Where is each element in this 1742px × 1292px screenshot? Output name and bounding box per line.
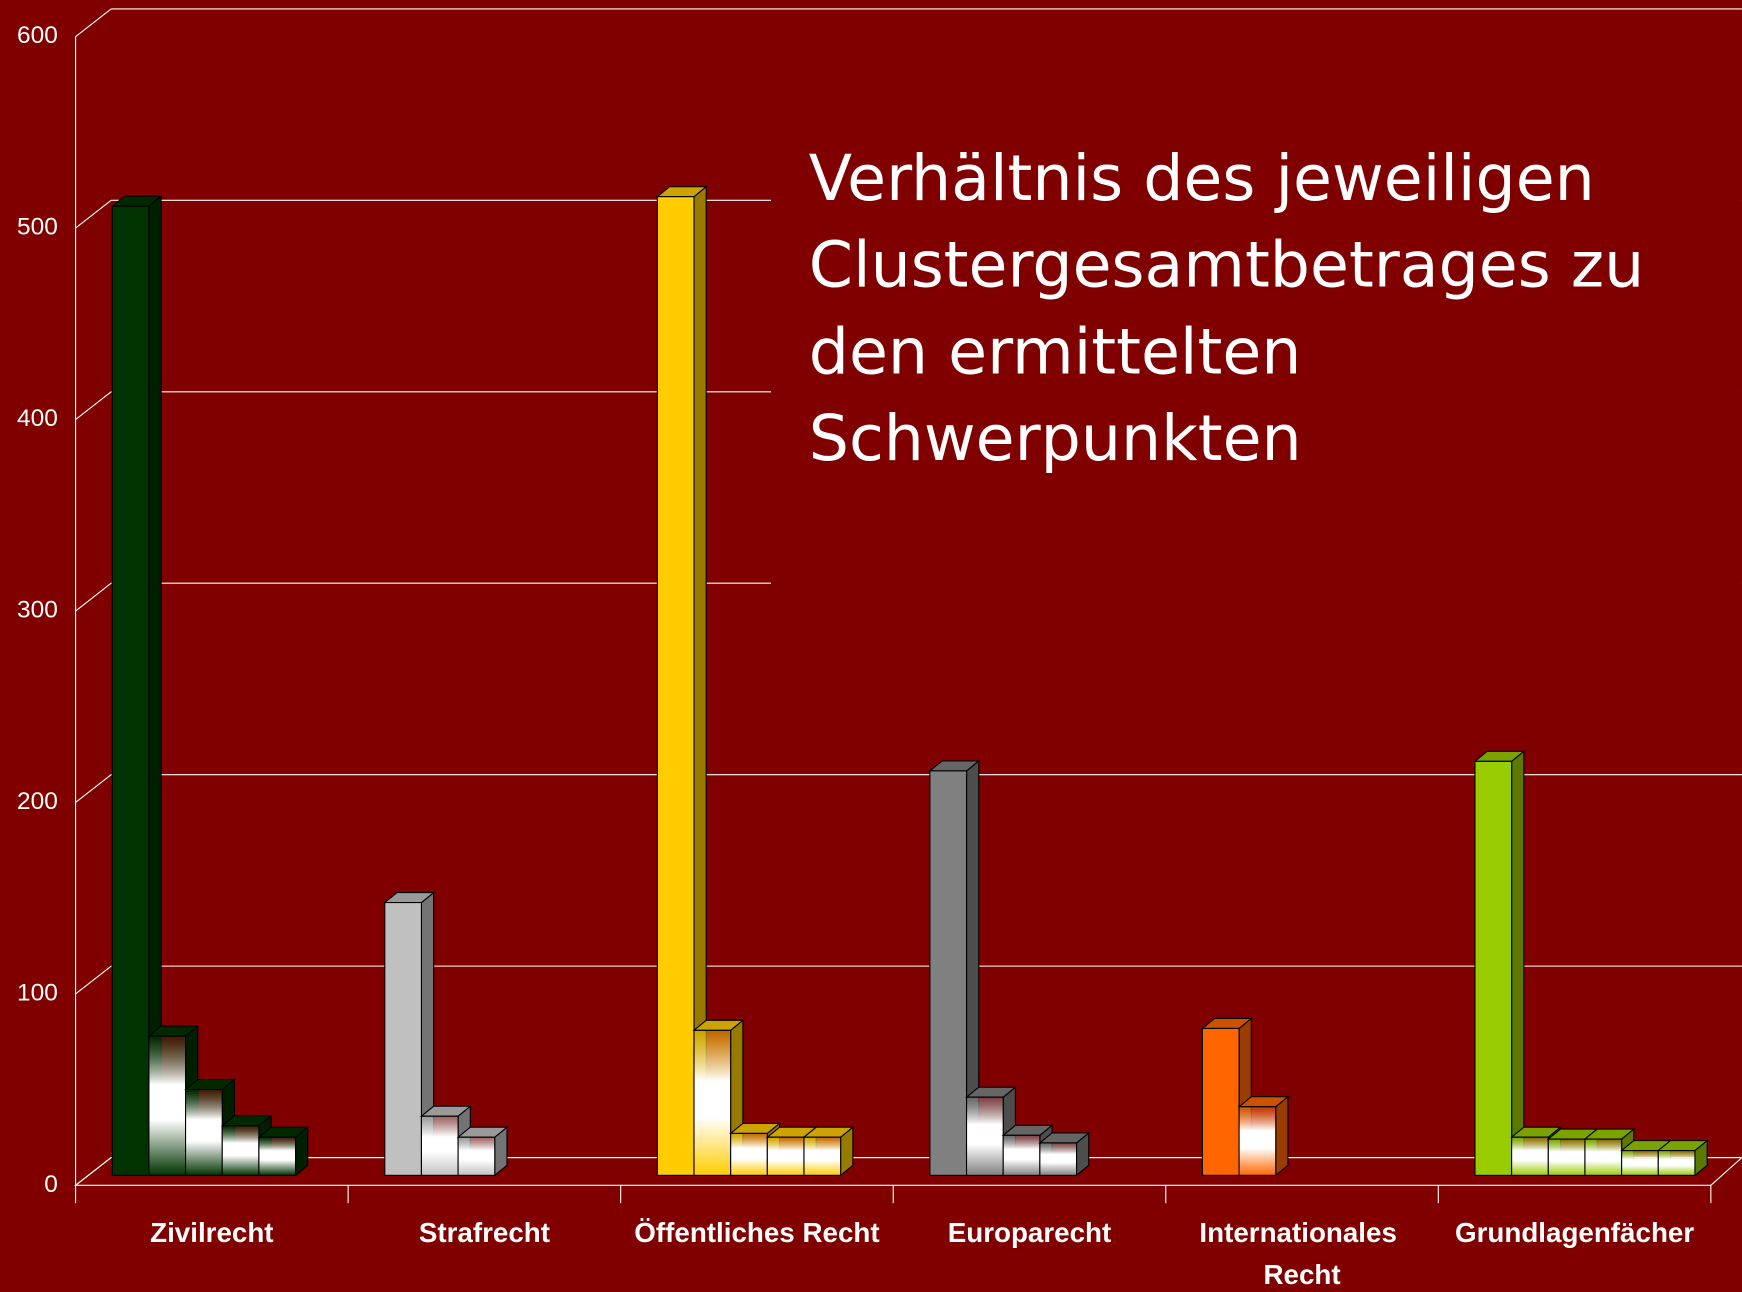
bar [1584,1138,1623,1176]
x-tick-label: Grundlagenfächer [1455,1217,1694,1248]
title-box [771,122,1742,600]
bar [221,1125,260,1176]
bar [1511,1136,1549,1176]
tick-diagonal [75,774,112,803]
bar-side [1511,750,1525,1177]
bar [656,196,695,1176]
tick-diagonal [75,391,112,420]
bar [1547,1138,1586,1176]
tick-diagonal [75,965,112,995]
plot: 0 100 200 300 400 500 600 Zivilrecht Strafrecht Ö… [17,8,1742,1290]
bar [965,1096,1004,1176]
bar [384,901,423,1176]
chart-title: Verhältnis des jeweiligen Clustergesamtb… [809,141,1665,475]
bar [258,1136,297,1176]
bar [1474,760,1513,1176]
tick-diagonal [75,582,112,612]
x-tick-label: Zivilrecht [150,1217,273,1248]
x-tick-label: Strafrecht [419,1217,550,1248]
y-tick-label: 0 [44,1171,58,1198]
bar [185,1088,223,1176]
tick-diagonal [75,199,112,229]
bar [766,1136,805,1176]
bar [803,1136,842,1176]
bar [693,1029,732,1176]
tick-diagonal [75,8,112,38]
bar [1621,1149,1659,1176]
y-tick-label: 100 [17,979,58,1006]
tick-diagonal [75,1157,112,1186]
bar [1201,1027,1240,1176]
x-tick-label: Europarecht [948,1217,1112,1248]
bar [457,1136,496,1176]
bar [730,1132,768,1176]
y-tick-label: 600 [17,22,58,49]
y-tick-label: 500 [17,214,58,241]
bar [111,205,150,1176]
y-tick-label: 200 [17,788,58,815]
x-tick-label: Öffentliches Recht [634,1217,879,1248]
y-tick-label: 300 [17,596,58,623]
bar [148,1035,187,1176]
bar [1002,1134,1041,1176]
bar [1039,1142,1078,1176]
x-tick-label: Internationales Recht [1199,1217,1404,1290]
bar-side [1275,1095,1289,1177]
bar [1238,1106,1277,1176]
bar [929,770,968,1176]
bar [1657,1149,1696,1176]
y-tick-label: 400 [17,405,58,432]
bar [420,1115,459,1176]
